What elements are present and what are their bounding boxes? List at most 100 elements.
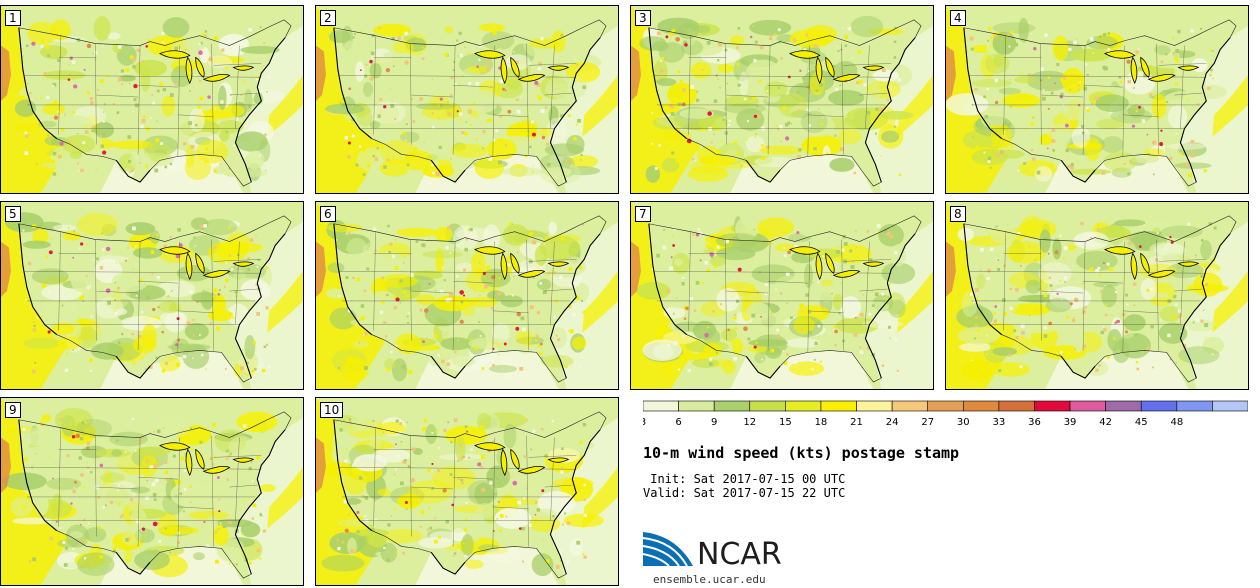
wind-speckle <box>428 507 431 510</box>
wind-speckle <box>1030 122 1034 126</box>
wind-speckle <box>1070 162 1074 166</box>
wind-speckle <box>344 459 348 463</box>
wind-speckle <box>651 112 654 114</box>
wind-speckle <box>751 313 756 318</box>
wind-speckle <box>523 417 526 421</box>
wind-field-blob <box>31 268 69 285</box>
wind-speckle <box>1141 119 1146 123</box>
high-wind-spot <box>47 330 51 334</box>
wind-speckle <box>383 165 387 169</box>
wind-speckle <box>731 295 733 297</box>
wind-speckle <box>379 310 384 315</box>
high-wind-spot <box>796 231 800 235</box>
wind-speckle <box>812 282 814 284</box>
wind-field-blob <box>992 22 1036 34</box>
wind-speckle <box>383 546 386 550</box>
wind-speckle <box>399 422 403 426</box>
wind-speckle <box>474 303 477 306</box>
wind-speckle <box>84 130 89 134</box>
wind-speckle <box>499 115 502 118</box>
wind-speckle <box>677 70 681 74</box>
state-boundary <box>526 435 529 547</box>
wind-speckle <box>387 224 390 228</box>
wind-speckle <box>141 332 143 334</box>
wind-speckle <box>61 128 65 132</box>
state-boundary <box>96 486 139 490</box>
wind-speckle <box>1209 74 1212 77</box>
wind-speckle <box>115 262 117 264</box>
colorbar-bin <box>856 400 893 412</box>
wind-speckle <box>190 144 195 149</box>
wind-speckle <box>871 291 873 293</box>
wind-field-blob <box>61 134 96 154</box>
wind-speckle <box>839 147 844 152</box>
wind-field-blob <box>839 296 862 319</box>
wind-speckle <box>338 243 340 245</box>
wind-field-blob <box>662 361 673 376</box>
wind-speckle <box>174 552 178 557</box>
wind-speckle <box>362 476 364 478</box>
wind-speckle <box>135 519 140 524</box>
state-boundary <box>453 280 493 284</box>
wind-speckle <box>693 309 697 313</box>
wind-speckle <box>693 36 695 38</box>
wind-speckle <box>1211 353 1214 356</box>
high-wind-spot <box>483 284 488 289</box>
wind-speckle <box>100 476 102 478</box>
wind-speckle <box>575 123 578 126</box>
member-map-panel: 2 <box>315 5 619 194</box>
high-wind-spot <box>421 57 425 61</box>
wind-field-blob <box>468 89 499 114</box>
wind-speckle <box>352 339 354 342</box>
wind-speckle <box>536 82 541 87</box>
wind-speckle <box>814 44 819 49</box>
wind-speckle <box>374 249 377 252</box>
wind-speckle <box>976 123 980 127</box>
wind-speckle <box>796 91 800 94</box>
wind-speckle <box>218 498 221 501</box>
wind-speckle <box>348 172 350 174</box>
wind-speckle <box>1012 253 1017 257</box>
wind-field-blob <box>259 484 276 492</box>
wind-field-blob <box>862 320 904 329</box>
wind-speckle <box>343 499 348 504</box>
wind-speckle <box>1185 162 1189 166</box>
state-boundary <box>235 241 240 325</box>
wind-speckle <box>256 456 260 460</box>
wind-speckle <box>72 111 76 114</box>
wind-speckle <box>516 251 519 254</box>
wind-speckle <box>1150 287 1153 291</box>
high-wind-spot <box>456 110 459 113</box>
high-wind-spot <box>1170 240 1174 244</box>
state-boundary <box>1041 94 1084 98</box>
wind-speckle <box>1043 293 1048 298</box>
wind-speckle <box>1060 92 1064 97</box>
wind-streak <box>1212 75 1248 137</box>
wind-speckle <box>413 147 418 151</box>
wind-field-blob <box>238 169 268 177</box>
wind-speckle <box>1177 309 1182 313</box>
colorbar-tick-label: 27 <box>921 417 934 428</box>
wind-speckle <box>148 365 153 369</box>
wind-field-blob <box>119 75 136 82</box>
wind-speckle <box>809 93 813 96</box>
wind-speckle <box>1104 284 1106 287</box>
wind-speckle <box>764 283 768 287</box>
wind-field-blob <box>1018 17 1029 43</box>
member-number-label: 5 <box>5 206 21 222</box>
high-wind-spot <box>518 527 522 530</box>
wind-field-blob <box>53 224 77 231</box>
wind-speckle <box>262 529 266 533</box>
wind-speckle <box>62 490 64 493</box>
wind-speckle <box>515 60 519 65</box>
wind-speckle <box>1180 330 1182 333</box>
wind-speckle <box>197 105 201 109</box>
wind-field-blob <box>678 353 711 361</box>
wind-speckle <box>519 366 524 371</box>
wind-speckle <box>104 504 107 507</box>
great-lake <box>517 270 546 278</box>
wind-speckle <box>188 121 193 126</box>
high-wind-spot <box>659 69 664 74</box>
wind-field-blob <box>1159 306 1182 322</box>
high-wind-spot <box>1003 264 1006 268</box>
